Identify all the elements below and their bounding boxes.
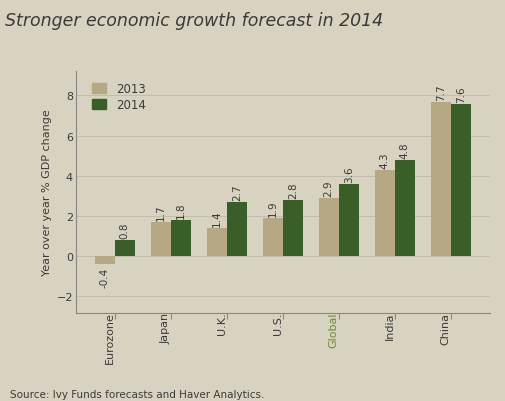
- Text: 3.6: 3.6: [344, 166, 354, 182]
- Text: 2.7: 2.7: [232, 184, 242, 200]
- Text: U.K.: U.K.: [217, 312, 227, 334]
- Text: -0.4: -0.4: [99, 267, 110, 287]
- Bar: [395, 160, 415, 257]
- Bar: [263, 219, 283, 257]
- Text: 4.3: 4.3: [380, 152, 390, 168]
- Text: Global: Global: [329, 312, 339, 347]
- Text: 1.8: 1.8: [176, 202, 186, 219]
- Text: 1.7: 1.7: [156, 204, 166, 221]
- Bar: [227, 203, 247, 257]
- Text: 1.4: 1.4: [212, 210, 222, 227]
- Bar: [451, 104, 471, 257]
- Text: Stronger economic growth forecast in 2014: Stronger economic growth forecast in 201…: [5, 12, 383, 30]
- Y-axis label: Year over year % GDP change: Year over year % GDP change: [42, 109, 53, 275]
- Bar: [150, 223, 171, 257]
- Bar: [319, 198, 339, 257]
- Text: 4.8: 4.8: [400, 142, 410, 158]
- Legend: 2013, 2014: 2013, 2014: [90, 81, 148, 114]
- Text: U.S.: U.S.: [273, 312, 283, 334]
- Bar: [375, 170, 395, 257]
- Text: 2.8: 2.8: [288, 182, 298, 198]
- Bar: [94, 257, 115, 265]
- Text: Source: Ivy Funds forecasts and Haver Analytics.: Source: Ivy Funds forecasts and Haver An…: [10, 389, 265, 399]
- Bar: [115, 241, 135, 257]
- Text: 7.7: 7.7: [436, 84, 446, 100]
- Bar: [431, 102, 451, 257]
- Text: Eurozone: Eurozone: [105, 312, 115, 364]
- Text: China: China: [441, 312, 451, 344]
- Text: 0.8: 0.8: [120, 222, 130, 239]
- Bar: [339, 184, 359, 257]
- Bar: [283, 200, 303, 257]
- Text: Japan: Japan: [161, 312, 171, 343]
- Bar: [207, 229, 227, 257]
- Text: 2.9: 2.9: [324, 180, 334, 196]
- Text: India: India: [385, 312, 395, 339]
- Text: 1.9: 1.9: [268, 200, 278, 217]
- Text: 7.6: 7.6: [456, 86, 466, 102]
- Bar: [171, 221, 191, 257]
